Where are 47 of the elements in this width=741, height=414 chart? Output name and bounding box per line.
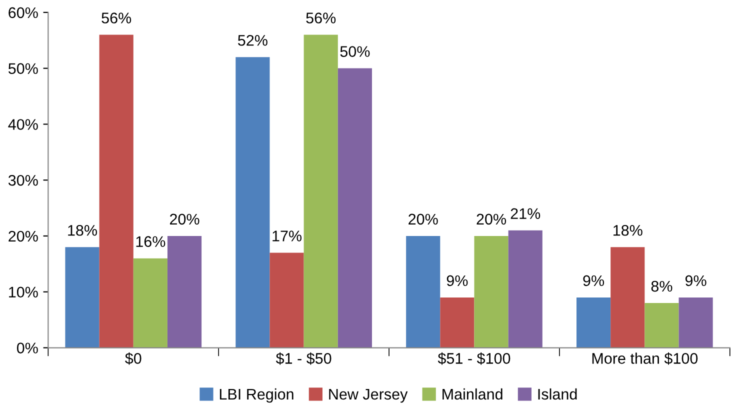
data-label: 8%	[651, 280, 672, 292]
legend-label: Mainland	[442, 388, 502, 400]
y-tick-label: 20%	[8, 230, 38, 242]
bar	[576, 297, 611, 348]
data-label: 16%	[136, 236, 166, 247]
bar	[270, 252, 304, 348]
data-label: 17%	[272, 230, 302, 242]
bar	[65, 247, 100, 348]
x-tick-label: More than $100	[592, 352, 698, 365]
y-tick-label: 60%	[8, 7, 38, 18]
bar	[406, 236, 440, 348]
legend-label: New Jersey	[329, 388, 408, 403]
bar	[236, 57, 270, 348]
data-label: 52%	[238, 34, 268, 46]
legend-label: LBI Region	[220, 388, 294, 403]
y-tick-label: 40%	[8, 119, 38, 130]
data-label: 18%	[68, 224, 97, 236]
bar	[644, 303, 679, 348]
data-label: 20%	[170, 214, 200, 225]
data-label: 9%	[685, 275, 706, 286]
y-tick-label: 10%	[9, 286, 38, 298]
bar	[133, 258, 168, 348]
bar	[167, 236, 202, 348]
y-tick-label: 30%	[8, 174, 38, 186]
bar	[474, 236, 508, 348]
data-label: 9%	[583, 275, 604, 286]
bar	[99, 34, 134, 348]
y-tick-label: 50%	[8, 63, 38, 74]
data-label: 20%	[408, 214, 438, 225]
data-label: 50%	[340, 46, 370, 57]
x-tick-label: $1 - $50	[276, 352, 332, 365]
bar	[610, 247, 645, 348]
y-tick-label: 0%	[16, 342, 38, 354]
data-label: 20%	[476, 214, 506, 225]
bar	[508, 230, 542, 348]
data-label: 56%	[306, 12, 336, 24]
bar	[440, 297, 474, 348]
x-tick-label: $51 - $100	[438, 352, 510, 365]
bar	[304, 34, 338, 348]
bar	[338, 68, 372, 348]
data-label: 9%	[446, 275, 468, 286]
data-label: 18%	[614, 224, 642, 236]
data-label: 56%	[102, 12, 132, 24]
legend-label: Island	[538, 388, 577, 400]
x-tick-label: $0	[125, 352, 142, 365]
data-label: 21%	[510, 208, 540, 219]
bar	[678, 297, 713, 348]
